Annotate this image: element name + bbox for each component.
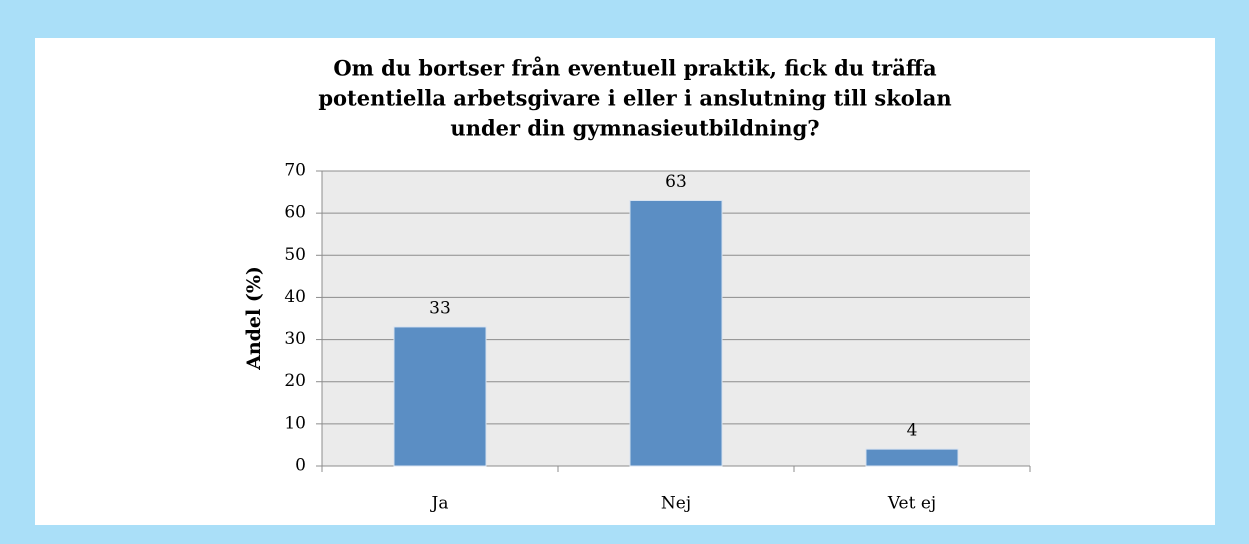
y-tick-label: 50 (284, 245, 306, 265)
y-tick-label: 20 (284, 371, 306, 391)
y-tick-label: 30 (284, 329, 306, 349)
y-tick-label: 0 (295, 456, 306, 476)
chart-title: potentiella arbetsgivare i eller i anslu… (318, 86, 951, 111)
x-tick-label: Ja (430, 494, 449, 514)
data-label: 33 (429, 298, 451, 318)
x-tick-label: Vet ej (887, 494, 936, 514)
bar (629, 200, 723, 467)
y-axis-label: Andel (%) (243, 266, 265, 371)
bar (393, 326, 487, 467)
chart-title: Om du bortser från eventuell praktik, fi… (333, 56, 937, 81)
y-tick-label: 60 (284, 203, 306, 223)
data-label: 63 (665, 172, 687, 192)
data-label: 4 (907, 421, 918, 441)
chart-title: under din gymnasieutbildning? (450, 116, 819, 141)
y-tick-label: 70 (284, 161, 306, 181)
y-tick-label: 40 (284, 287, 306, 307)
y-tick-label: 10 (284, 413, 306, 433)
bar (865, 448, 959, 467)
x-tick-label: Nej (661, 494, 691, 514)
